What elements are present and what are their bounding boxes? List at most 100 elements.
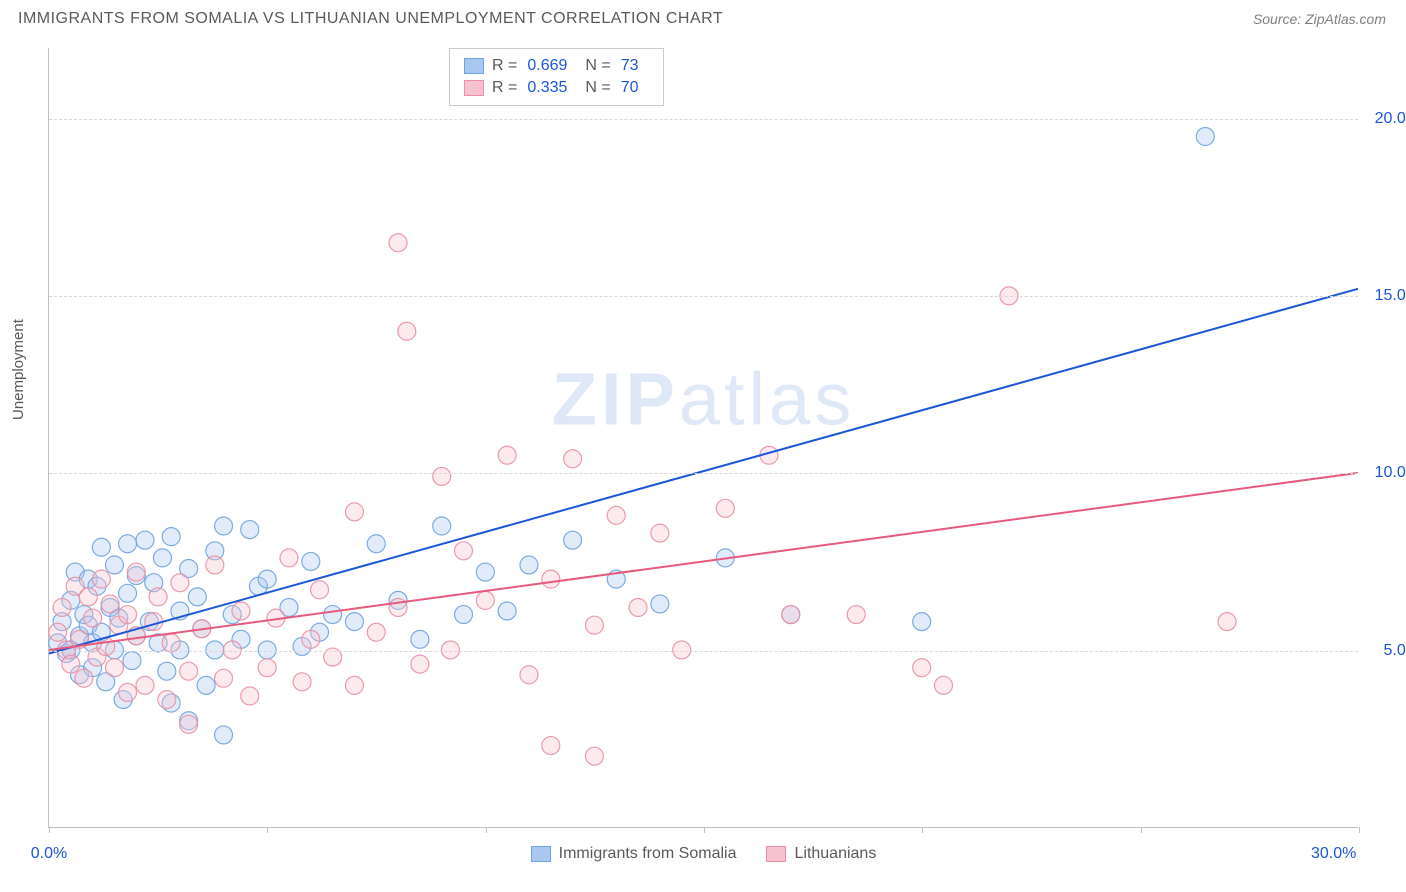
data-point	[913, 659, 931, 677]
data-point	[215, 669, 233, 687]
data-point	[345, 503, 363, 521]
data-point	[302, 552, 320, 570]
data-point	[716, 499, 734, 517]
data-point	[433, 467, 451, 485]
gridline	[49, 473, 1358, 474]
data-point	[79, 588, 97, 606]
legend-r-label: R =	[492, 79, 517, 97]
legend-swatch	[464, 58, 484, 74]
data-point	[585, 747, 603, 765]
data-point	[564, 450, 582, 468]
legend-r-label: R =	[492, 57, 517, 75]
gridline	[49, 296, 1358, 297]
legend-series-item: Lithuanians	[766, 845, 876, 863]
gridline	[49, 119, 1358, 120]
data-point	[1218, 613, 1236, 631]
data-point	[345, 676, 363, 694]
data-point	[258, 659, 276, 677]
legend-series-label: Immigrants from Somalia	[559, 845, 737, 863]
legend-series: Immigrants from Somalia Lithuanians	[49, 845, 1358, 863]
data-point	[158, 691, 176, 709]
data-point	[293, 673, 311, 691]
data-point	[542, 570, 560, 588]
data-point	[92, 570, 110, 588]
chart-plot-area: ZIPatlas R =0.669N =73R =0.335N =70 Immi…	[48, 48, 1358, 828]
data-point	[520, 666, 538, 684]
data-point	[153, 549, 171, 567]
data-point	[180, 662, 198, 680]
data-point	[119, 535, 137, 553]
data-point	[651, 524, 669, 542]
data-point	[433, 517, 451, 535]
data-point	[180, 715, 198, 733]
x-tick-label-min: 0.0%	[31, 845, 67, 863]
legend-swatch	[531, 846, 551, 862]
chart-header: IMMIGRANTS FROM SOMALIA VS LITHUANIAN UN…	[0, 0, 1406, 34]
data-point	[564, 531, 582, 549]
data-point	[136, 531, 154, 549]
data-point	[367, 623, 385, 641]
data-point	[75, 669, 93, 687]
gridline	[49, 651, 1358, 652]
data-point	[847, 606, 865, 624]
x-tick	[1359, 827, 1360, 833]
data-point	[498, 446, 516, 464]
data-point	[84, 609, 102, 627]
legend-series-item: Immigrants from Somalia	[531, 845, 737, 863]
legend-n-label: N =	[585, 79, 610, 97]
x-tick	[922, 827, 923, 833]
data-point	[934, 676, 952, 694]
data-point	[241, 687, 259, 705]
data-point	[127, 563, 145, 581]
data-point	[136, 676, 154, 694]
data-point	[345, 613, 363, 631]
legend-swatch	[464, 80, 484, 96]
data-point	[92, 538, 110, 556]
legend-correlation: R =0.669N =73R =0.335N =70	[449, 48, 664, 106]
data-point	[149, 588, 167, 606]
data-point	[232, 602, 250, 620]
data-point	[542, 737, 560, 755]
data-point	[101, 595, 119, 613]
x-tick	[1141, 827, 1142, 833]
data-point	[585, 616, 603, 634]
chart-source: Source: ZipAtlas.com	[1253, 11, 1386, 27]
data-point	[455, 542, 473, 560]
y-axis-label: Unemployment	[10, 319, 27, 420]
y-tick-label: 15.0%	[1375, 287, 1406, 305]
data-point	[119, 683, 137, 701]
x-tick-label-max: 30.0%	[1311, 845, 1356, 863]
legend-r-value: 0.669	[527, 57, 567, 75]
data-point	[498, 602, 516, 620]
data-point	[119, 606, 137, 624]
y-tick-label: 10.0%	[1375, 464, 1406, 482]
data-point	[367, 535, 385, 553]
data-point	[62, 655, 80, 673]
trend-line	[49, 289, 1358, 654]
legend-n-value: 70	[621, 79, 639, 97]
data-point	[241, 521, 259, 539]
data-point	[123, 652, 141, 670]
data-point	[913, 613, 931, 631]
legend-n-value: 73	[621, 57, 639, 75]
legend-swatch	[766, 846, 786, 862]
legend-correlation-row: R =0.669N =73	[464, 55, 649, 77]
data-point	[411, 630, 429, 648]
data-point	[215, 726, 233, 744]
data-point	[119, 584, 137, 602]
x-tick	[486, 827, 487, 833]
data-point	[398, 322, 416, 340]
data-point	[158, 662, 176, 680]
data-point	[324, 606, 342, 624]
data-point	[411, 655, 429, 673]
data-point	[197, 676, 215, 694]
data-point	[311, 581, 329, 599]
data-point	[215, 517, 233, 535]
data-point	[258, 570, 276, 588]
legend-series-label: Lithuanians	[794, 845, 876, 863]
data-point	[302, 630, 320, 648]
trend-line	[49, 473, 1358, 650]
data-point	[105, 659, 123, 677]
data-point	[188, 588, 206, 606]
data-point	[782, 606, 800, 624]
